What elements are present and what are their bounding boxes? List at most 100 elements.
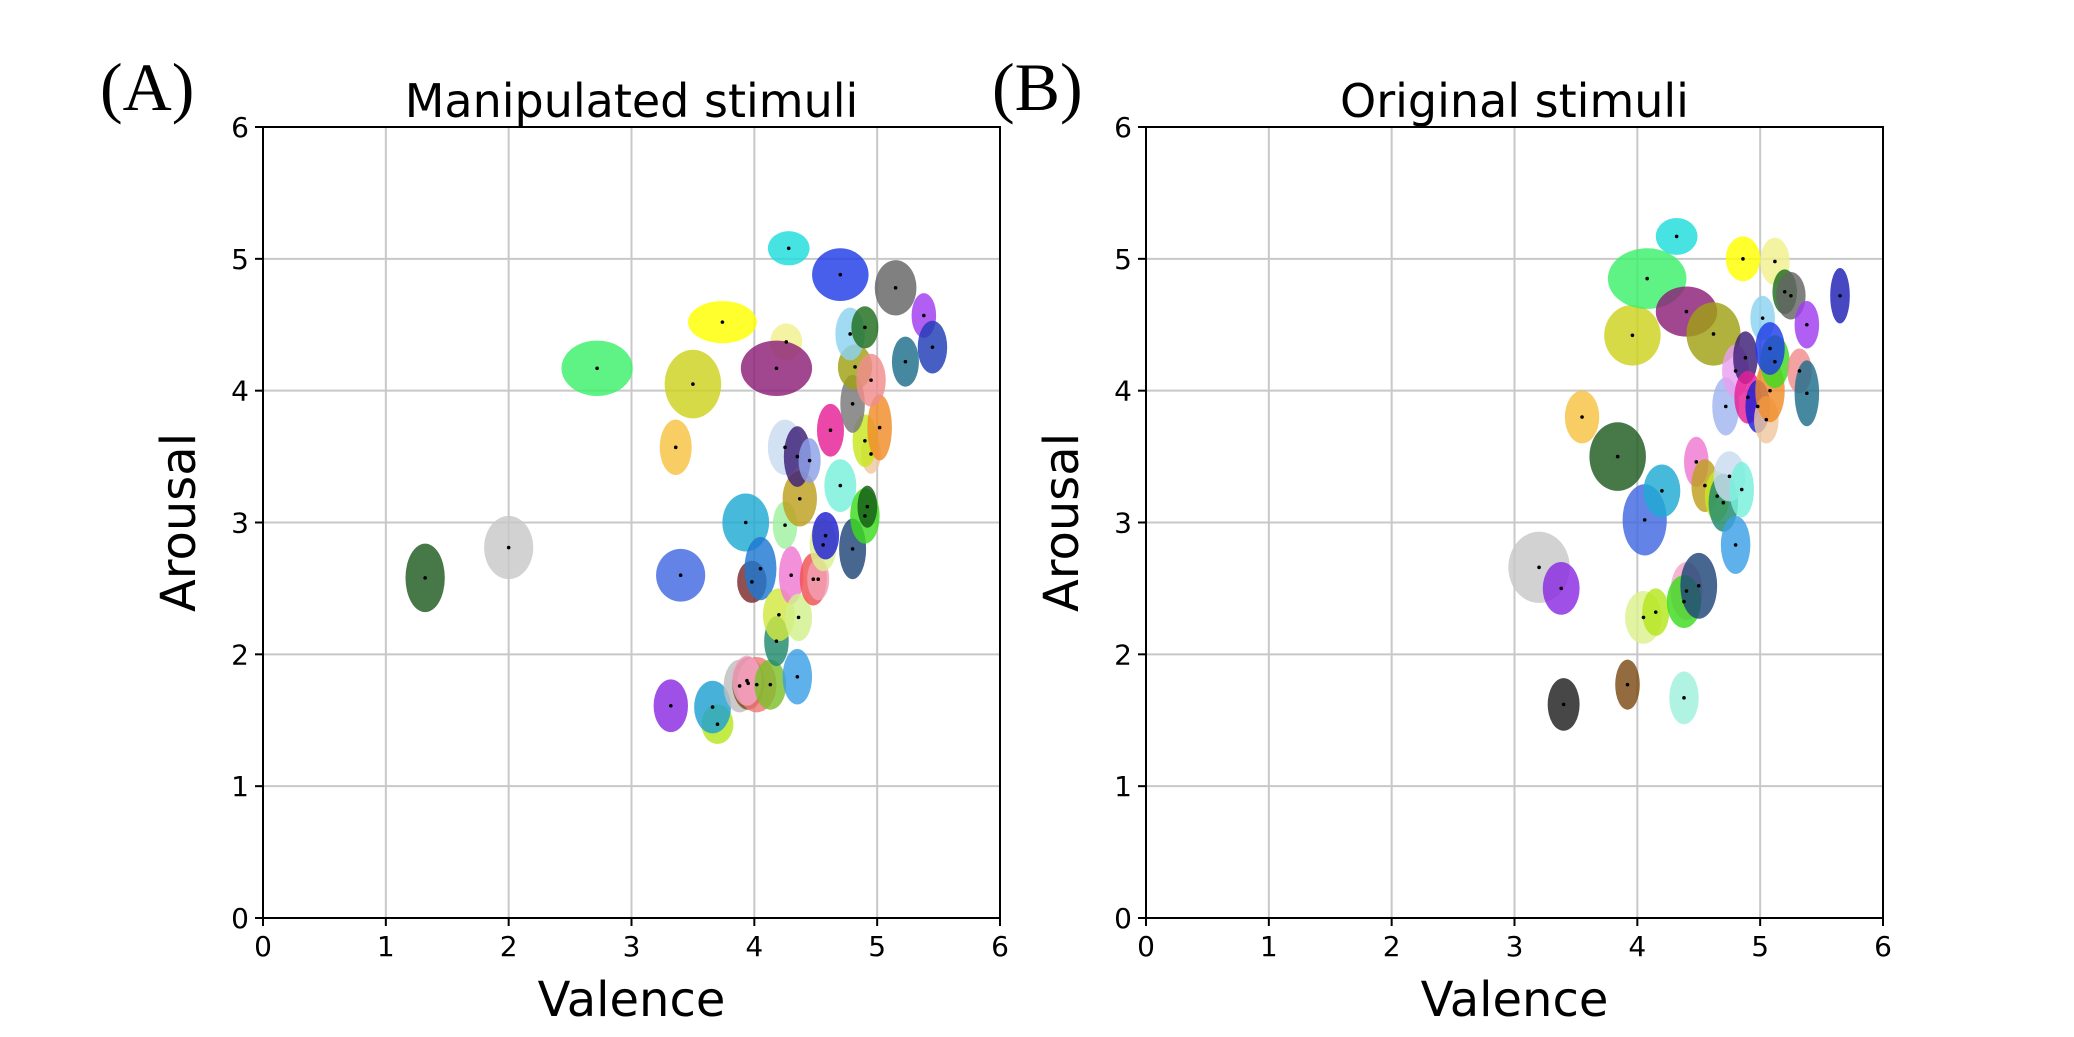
data-point (1746, 395, 1750, 400)
data-point (715, 722, 720, 727)
data-point (1682, 599, 1686, 604)
y-tick-label: 3 (1114, 507, 1132, 540)
data-point (1723, 404, 1728, 409)
data-point (1743, 355, 1748, 360)
y-axis-label: Arousal (1034, 433, 1090, 612)
data-point (710, 705, 715, 709)
data-point (1641, 615, 1646, 620)
x-tick-label: 1 (1260, 930, 1278, 963)
data-point (869, 452, 873, 456)
data-point (774, 639, 779, 643)
data-point (783, 445, 787, 450)
data-point (1773, 359, 1777, 364)
data-point (1733, 543, 1738, 547)
data-point (750, 580, 754, 584)
data-point (795, 674, 800, 679)
x-axis-label: Valence (1421, 972, 1609, 1028)
data-point (811, 577, 816, 581)
data-point (1755, 404, 1760, 409)
data-point (669, 703, 673, 708)
data-point (1805, 322, 1809, 327)
y-tick-label: 0 (1114, 902, 1132, 935)
data-point (821, 543, 825, 547)
data-point (1684, 589, 1689, 593)
data-point (1694, 460, 1699, 464)
y-tick-label: 3 (231, 507, 249, 540)
y-tick-label: 5 (231, 243, 249, 276)
x-tick-label: 0 (1137, 930, 1155, 963)
data-point (838, 272, 843, 277)
data-point (869, 378, 873, 382)
data-point (853, 365, 857, 369)
data-point (1642, 518, 1647, 522)
y-tick-label: 2 (231, 638, 249, 671)
data-point (863, 325, 867, 330)
data-point (795, 454, 800, 459)
panel-label-a: (A) (100, 49, 194, 125)
y-tick-label: 0 (231, 902, 249, 935)
data-point (1660, 489, 1664, 493)
data-point (673, 445, 678, 450)
data-point (784, 340, 789, 344)
y-tick-label: 5 (1114, 243, 1132, 276)
x-tick-label: 3 (623, 930, 641, 963)
data-point (1760, 316, 1765, 320)
data-point (595, 366, 599, 371)
data-point (863, 514, 867, 518)
data-point (754, 682, 759, 687)
data-point (745, 678, 749, 683)
data-point (1684, 309, 1689, 314)
data-point (1764, 417, 1769, 422)
data-point (1797, 369, 1802, 373)
chart-panel-original: 0 1 2 3 4 5 6 0 1 2 3 4 5 6 Original stimuli Valence Aro… (1034, 74, 1892, 1028)
y-tick-label: 1 (231, 770, 249, 803)
data-point (1782, 289, 1787, 294)
data-point (777, 612, 781, 617)
chart-panel-manipulated: 0 1 2 3 4 5 6 0 1 2 3 4 5 6 Manipulated stimuli Valence… (151, 74, 1009, 1028)
data-point (678, 573, 683, 578)
data-point (828, 428, 833, 433)
x-tick-label: 4 (745, 930, 763, 963)
y-tick-label: 6 (231, 111, 249, 144)
data-point (850, 547, 855, 551)
x-tick-label: 1 (377, 930, 395, 963)
panel-label-b: (B) (992, 49, 1083, 125)
data-point (1653, 610, 1658, 614)
data-point (1696, 583, 1701, 588)
data-point (865, 504, 870, 509)
data-point (1789, 293, 1793, 298)
data-point (850, 402, 855, 406)
data-point (797, 496, 802, 501)
x-tick-label: 5 (868, 930, 886, 963)
x-tick-label: 5 (1751, 930, 1769, 963)
data-point (838, 483, 843, 488)
x-tick-label: 2 (500, 930, 518, 963)
data-point (1741, 257, 1745, 261)
data-point (743, 520, 748, 525)
data-point (823, 533, 828, 538)
data-point (783, 523, 787, 527)
y-tick-label: 6 (1114, 111, 1132, 144)
x-tick-label: 3 (1506, 930, 1524, 963)
x-tick-label: 4 (1628, 930, 1646, 963)
data-point (1580, 415, 1584, 419)
data-point (1838, 293, 1842, 298)
data-point (1561, 702, 1566, 707)
data-point (796, 615, 801, 620)
data-point (848, 332, 852, 336)
data-point (506, 545, 511, 550)
data-point (423, 576, 427, 580)
data-point (930, 345, 935, 349)
data-point (807, 458, 812, 463)
data-point (758, 566, 763, 571)
y-tick-label: 4 (1114, 375, 1132, 408)
y-tick-label: 4 (231, 375, 249, 408)
data-point (1739, 487, 1744, 492)
data-point (1727, 474, 1732, 479)
data-point (1721, 500, 1726, 505)
chart-title: Original stimuli (1340, 74, 1689, 128)
data-point (922, 313, 926, 318)
y-axis-label: Arousal (151, 433, 207, 612)
data-point (816, 577, 821, 581)
data-point (893, 286, 898, 290)
